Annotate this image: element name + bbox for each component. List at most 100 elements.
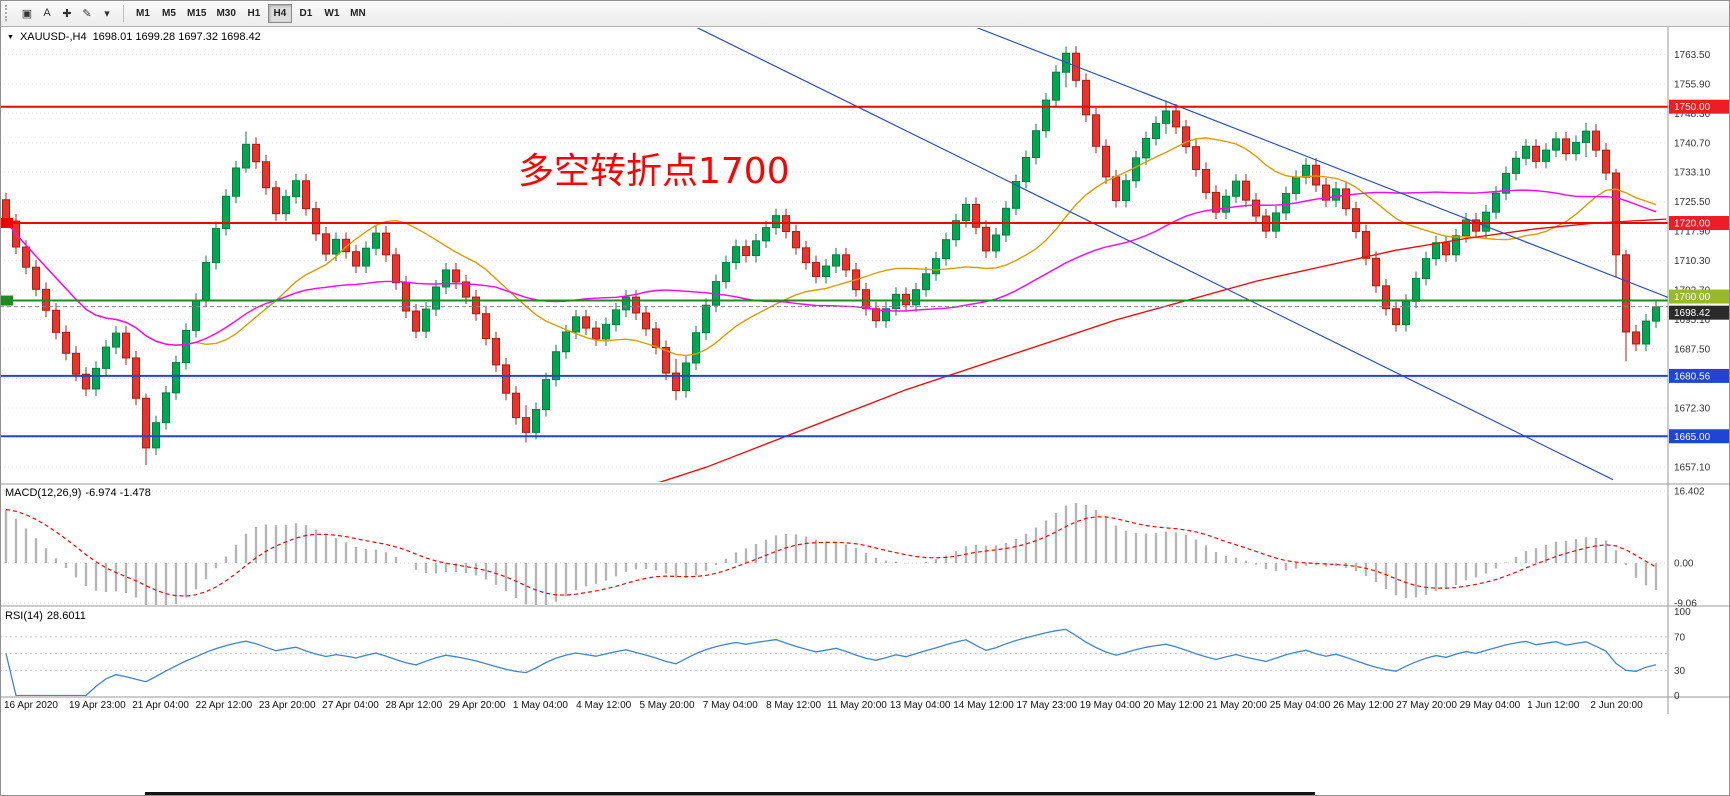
ma-mid-line xyxy=(5,189,1657,346)
toolbar-grip[interactable] xyxy=(5,5,12,21)
price-tick: 1717.90 xyxy=(1674,227,1711,238)
crosshair-icon[interactable]: ✚ xyxy=(62,7,72,20)
price-tick: 1733.10 xyxy=(1674,168,1711,179)
macd-tick: 16.402 xyxy=(1674,486,1705,497)
price-tick: 1710.30 xyxy=(1674,256,1711,267)
x-axis-label: 22 Apr 12:00 xyxy=(196,700,253,711)
x-axis-label: 19 Apr 23:00 xyxy=(69,700,126,711)
dropdown-caret-icon[interactable]: ▾ xyxy=(104,7,110,20)
line-left-marker xyxy=(0,295,13,306)
price-tick: 1755.90 xyxy=(1674,79,1711,90)
chart-title: ▼ XAUUSD-,H4 1698.01 1699.28 1697.32 169… xyxy=(7,31,261,43)
main-pane[interactable] xyxy=(0,24,1686,487)
price-tag-bg xyxy=(1669,429,1729,444)
rsi-tick: 70 xyxy=(1674,632,1686,643)
trendline-1[interactable] xyxy=(690,24,1614,481)
price-tag: 1750.00 xyxy=(1674,102,1711,113)
timeframe-D1[interactable]: D1 xyxy=(294,4,318,23)
rsi-tick: 0 xyxy=(1674,691,1680,702)
x-axis-label: 4 May 12:00 xyxy=(576,700,631,711)
rsi-tick: 30 xyxy=(1674,666,1686,677)
price-tick: 1672.30 xyxy=(1674,403,1711,414)
macd-label: MACD(12,26,9) -6.974 -1.478 xyxy=(5,487,155,499)
rsi-pane xyxy=(0,628,1668,696)
x-axis-label: 14 May 12:00 xyxy=(953,700,1014,711)
x-axis-label: 29 May 04:00 xyxy=(1460,700,1521,711)
x-axis-label: 28 Apr 12:00 xyxy=(385,700,442,711)
x-axis-label: 5 May 20:00 xyxy=(639,700,694,711)
x-axis-label: 27 Apr 04:00 xyxy=(322,700,379,711)
price-tick: 1748.30 xyxy=(1674,109,1711,120)
price-tick: 1740.70 xyxy=(1674,138,1711,149)
ohlc-values: 1698.01 1699.28 1697.32 1698.42 xyxy=(92,31,261,43)
x-axis-label: 29 Apr 20:00 xyxy=(449,700,506,711)
macd-signal-line xyxy=(5,508,1657,597)
rsi-label: RSI(14) 28.6011 xyxy=(5,610,90,622)
ma-fast-line xyxy=(5,137,1657,357)
macd-tick: -9.06 xyxy=(1674,598,1697,609)
ma-slow-line xyxy=(658,218,1667,482)
timeframe-buttons: M1 M5 M15 M30 H1 H4 D1 W1 MN xyxy=(130,3,371,23)
x-axis-label: 1 May 04:00 xyxy=(513,700,568,711)
toolbar: ▣ A ✚ ✎ ▾ M1 M5 M15 M30 H1 H4 D1 W1 MN xyxy=(0,0,1730,27)
x-axis-label: 2 Jun 20:00 xyxy=(1590,700,1643,711)
symbol-period-label: XAUUSD-,H4 xyxy=(19,31,87,43)
price-tag: 1698.42 xyxy=(1674,308,1711,319)
price-tag: 1665.00 xyxy=(1674,432,1711,443)
price-tick: 1725.50 xyxy=(1674,197,1711,208)
macd-name: MACD(12,26,9) xyxy=(5,487,82,499)
x-axis-label: 11 May 20:00 xyxy=(827,700,887,711)
x-axis-label: 21 Apr 04:00 xyxy=(132,700,189,711)
x-axis-label: 1 Jun 12:00 xyxy=(1527,700,1580,711)
price-tick: 1687.50 xyxy=(1674,345,1711,356)
line-left-marker xyxy=(0,218,13,229)
toolbar-separator xyxy=(123,4,124,22)
text-tool-icon[interactable]: A xyxy=(43,7,51,19)
x-axis-label: 19 May 04:00 xyxy=(1080,700,1141,711)
price-tag-bg xyxy=(1669,305,1729,320)
price-tag: 1680.56 xyxy=(1674,371,1711,382)
timeframe-H4[interactable]: H4 xyxy=(267,3,292,23)
timeframe-M15[interactable]: M15 xyxy=(183,4,210,23)
trendline-2[interactable] xyxy=(968,24,1686,304)
x-axis-label: 17 May 23:00 xyxy=(1016,700,1077,711)
rsi-value: 28.6011 xyxy=(46,610,86,622)
chart-annotation: 多空转折点1700 xyxy=(518,151,790,192)
x-axis-label: 23 Apr 20:00 xyxy=(259,700,316,711)
tool-icons: ▣ A ✚ ✎ ▾ xyxy=(17,4,117,22)
rsi-line xyxy=(5,628,1657,696)
x-axis-label: 26 May 12:00 xyxy=(1333,700,1394,711)
x-axis-label: 20 May 12:00 xyxy=(1143,700,1204,711)
macd-pane xyxy=(0,490,1668,605)
price-tag-bg xyxy=(1669,216,1729,231)
macd-tick: 0.00 xyxy=(1674,559,1694,570)
x-axis-label: 8 May 12:00 xyxy=(766,700,821,711)
timeframe-M1[interactable]: M1 xyxy=(131,4,155,23)
x-axis-label: 25 May 04:00 xyxy=(1270,700,1331,711)
price-tick: 1657.10 xyxy=(1674,462,1711,473)
price-tag-bg xyxy=(1669,289,1729,304)
x-axis-label: 21 May 20:00 xyxy=(1206,700,1267,711)
x-axis-label: 16 Apr 2020 xyxy=(4,700,58,711)
x-axis-label: 27 May 20:00 xyxy=(1396,700,1457,711)
candles-layer xyxy=(2,46,1660,465)
taskbar-edge xyxy=(145,792,1315,796)
price-tag-bg xyxy=(1669,368,1729,383)
macd-values: -6.974 -1.478 xyxy=(85,487,151,499)
charts-grid-icon[interactable]: ▣ xyxy=(21,7,33,20)
draw-tools-icon[interactable]: ✎ xyxy=(82,7,92,20)
rsi-name: RSI(14) xyxy=(5,610,43,622)
timeframe-M30[interactable]: M30 xyxy=(212,4,239,23)
x-axis-label: 7 May 04:00 xyxy=(703,700,758,711)
price-tag: 1700.00 xyxy=(1674,292,1711,303)
timeframe-MN[interactable]: MN xyxy=(346,4,370,23)
price-tag-bg xyxy=(1669,99,1729,114)
rsi-tick: 100 xyxy=(1674,607,1691,618)
timeframe-W1[interactable]: W1 xyxy=(320,4,344,23)
price-tag: 1720.00 xyxy=(1674,219,1711,230)
timeframe-M5[interactable]: M5 xyxy=(157,4,181,23)
timeframe-H1[interactable]: H1 xyxy=(242,4,266,23)
collapse-triangle-icon[interactable]: ▼ xyxy=(7,33,14,41)
